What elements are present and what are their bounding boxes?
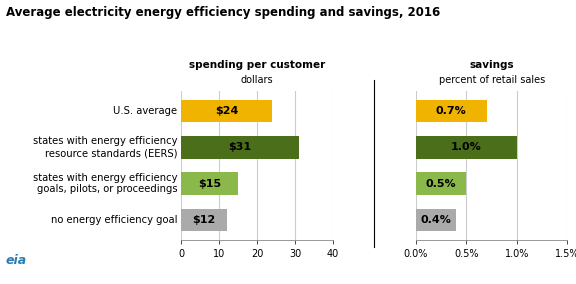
Bar bbox=[181, 100, 272, 122]
Bar bbox=[416, 100, 487, 122]
Text: 0.5%: 0.5% bbox=[426, 179, 457, 189]
Text: spending per customer: spending per customer bbox=[189, 60, 325, 70]
Text: savings: savings bbox=[469, 60, 514, 70]
Text: 0.7%: 0.7% bbox=[436, 106, 467, 116]
Text: $31: $31 bbox=[229, 142, 252, 152]
Bar bbox=[416, 136, 517, 158]
Bar bbox=[416, 209, 456, 231]
Text: eia: eia bbox=[6, 254, 27, 267]
Text: percent of retail sales: percent of retail sales bbox=[438, 75, 545, 85]
Text: Average electricity energy efficiency spending and savings, 2016: Average electricity energy efficiency sp… bbox=[6, 6, 440, 19]
Text: 0.4%: 0.4% bbox=[420, 215, 452, 225]
Text: 1.0%: 1.0% bbox=[451, 142, 482, 152]
Bar bbox=[416, 172, 467, 195]
Bar bbox=[181, 172, 238, 195]
Text: dollars: dollars bbox=[241, 75, 274, 85]
Text: $24: $24 bbox=[215, 106, 238, 116]
Text: $15: $15 bbox=[198, 179, 221, 189]
Bar bbox=[181, 209, 227, 231]
Text: $12: $12 bbox=[192, 215, 216, 225]
Bar bbox=[181, 136, 299, 158]
